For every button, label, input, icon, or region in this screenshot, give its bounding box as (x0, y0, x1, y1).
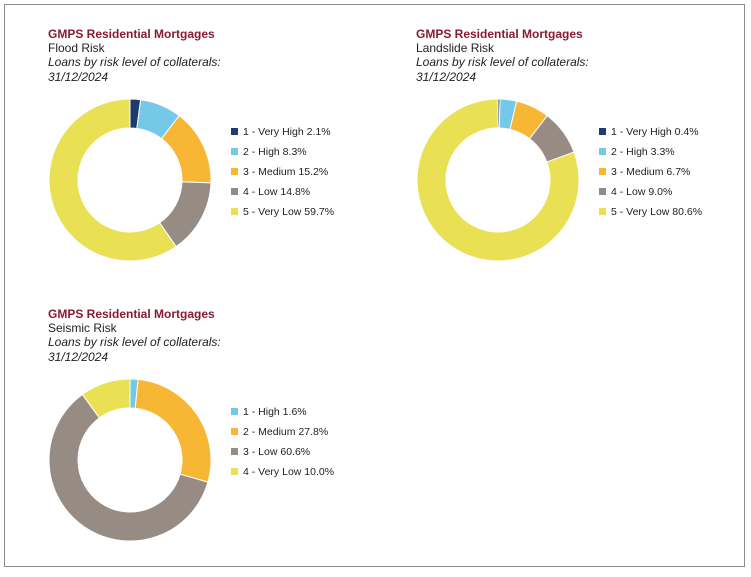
chart-title: Seismic Risk (48, 321, 117, 335)
legend-label: 3 - Low 60.6% (243, 446, 311, 458)
landslide-risk-donut (416, 98, 580, 262)
legend-swatch (231, 148, 238, 155)
legend-item: 3 - Medium 15.2% (231, 165, 334, 185)
legend-swatch (231, 188, 238, 195)
legend-label: 1 - Very High 0.4% (611, 126, 699, 138)
chart-brand: GMPS Residential Mortgages (416, 27, 583, 41)
flood-risk-panel: GMPS Residential Mortgages Flood Risk Lo… (48, 27, 408, 297)
legend-label: 1 - High 1.6% (243, 406, 307, 418)
legend-label: 2 - Medium 27.8% (243, 426, 329, 438)
legend-item: 4 - Very Low 10.0% (231, 465, 334, 485)
legend-swatch (231, 428, 238, 435)
legend-item: 4 - Low 14.8% (231, 185, 334, 205)
legend-swatch (231, 408, 238, 415)
legend-swatch (599, 188, 606, 195)
legend-item: 5 - Very Low 59.7% (231, 205, 334, 225)
flood-risk-legend: 1 - Very High 2.1% 2 - High 8.3% 3 - Mediu… (231, 125, 334, 225)
chart-title: Landslide Risk (416, 41, 495, 55)
legend-item: 1 - Very High 2.1% (231, 125, 334, 145)
legend-label: 5 - Very Low 80.6% (611, 206, 703, 218)
legend-item: 1 - Very High 0.4% (599, 125, 702, 145)
legend-swatch (231, 468, 238, 475)
legend-label: 2 - High 8.3% (243, 146, 307, 158)
legend-label: 2 - High 3.3% (611, 146, 675, 158)
landslide-risk-legend: 1 - Very High 0.4% 2 - High 3.3% 3 - Mediu… (599, 125, 702, 225)
legend-swatch (231, 168, 238, 175)
legend-item: 3 - Medium 6.7% (599, 165, 702, 185)
legend-item: 5 - Very Low 80.6% (599, 205, 702, 225)
seismic-risk-legend: 1 - High 1.6% 2 - Medium 27.8% 3 - Low 60.… (231, 405, 334, 485)
seismic-risk-panel: GMPS Residential Mortgages Seismic Risk … (48, 307, 408, 577)
legend-swatch (599, 208, 606, 215)
chart-header: GMPS Residential Mortgages Flood Risk Lo… (48, 27, 348, 85)
donut-slice (134, 378, 212, 483)
donut-slice (416, 98, 580, 262)
donut-slice (81, 378, 131, 419)
legend-label: 4 - Low 14.8% (243, 186, 311, 198)
legend-swatch (231, 128, 238, 135)
legend-swatch (599, 128, 606, 135)
legend-item: 3 - Low 60.6% (231, 445, 334, 465)
legend-item: 2 - High 8.3% (231, 145, 334, 165)
legend-swatch (599, 168, 606, 175)
legend-label: 1 - Very High 2.1% (243, 126, 331, 138)
landslide-risk-panel: GMPS Residential Mortgages Landslide Ris… (416, 27, 751, 297)
flood-risk-donut (48, 98, 212, 262)
legend-label: 4 - Low 9.0% (611, 186, 673, 198)
chart-header: GMPS Residential Mortgages Landslide Ris… (416, 27, 716, 85)
chart-title: Flood Risk (48, 41, 105, 55)
legend-item: 2 - Medium 27.8% (231, 425, 334, 445)
legend-swatch (231, 208, 238, 215)
legend-label: 5 - Very Low 59.7% (243, 206, 335, 218)
chart-brand: GMPS Residential Mortgages (48, 27, 215, 41)
seismic-risk-donut (48, 378, 212, 542)
legend-item: 2 - High 3.3% (599, 145, 702, 165)
legend-swatch (599, 148, 606, 155)
chart-subtitle: Loans by risk level of collaterals: 31/1… (48, 335, 221, 364)
legend-label: 4 - Very Low 10.0% (243, 466, 335, 478)
donut-slice (48, 393, 209, 542)
legend-label: 3 - Medium 6.7% (611, 166, 691, 178)
donut-slice (48, 98, 177, 262)
legend-label: 3 - Medium 15.2% (243, 166, 329, 178)
legend-item: 1 - High 1.6% (231, 405, 334, 425)
chart-subtitle: Loans by risk level of collaterals: 31/1… (48, 55, 221, 84)
chart-subtitle: Loans by risk level of collaterals: 31/1… (416, 55, 589, 84)
chart-brand: GMPS Residential Mortgages (48, 307, 215, 321)
legend-swatch (231, 448, 238, 455)
chart-header: GMPS Residential Mortgages Seismic Risk … (48, 307, 348, 365)
legend-item: 4 - Low 9.0% (599, 185, 702, 205)
report-frame: GMPS Residential Mortgages Flood Risk Lo… (4, 4, 745, 567)
